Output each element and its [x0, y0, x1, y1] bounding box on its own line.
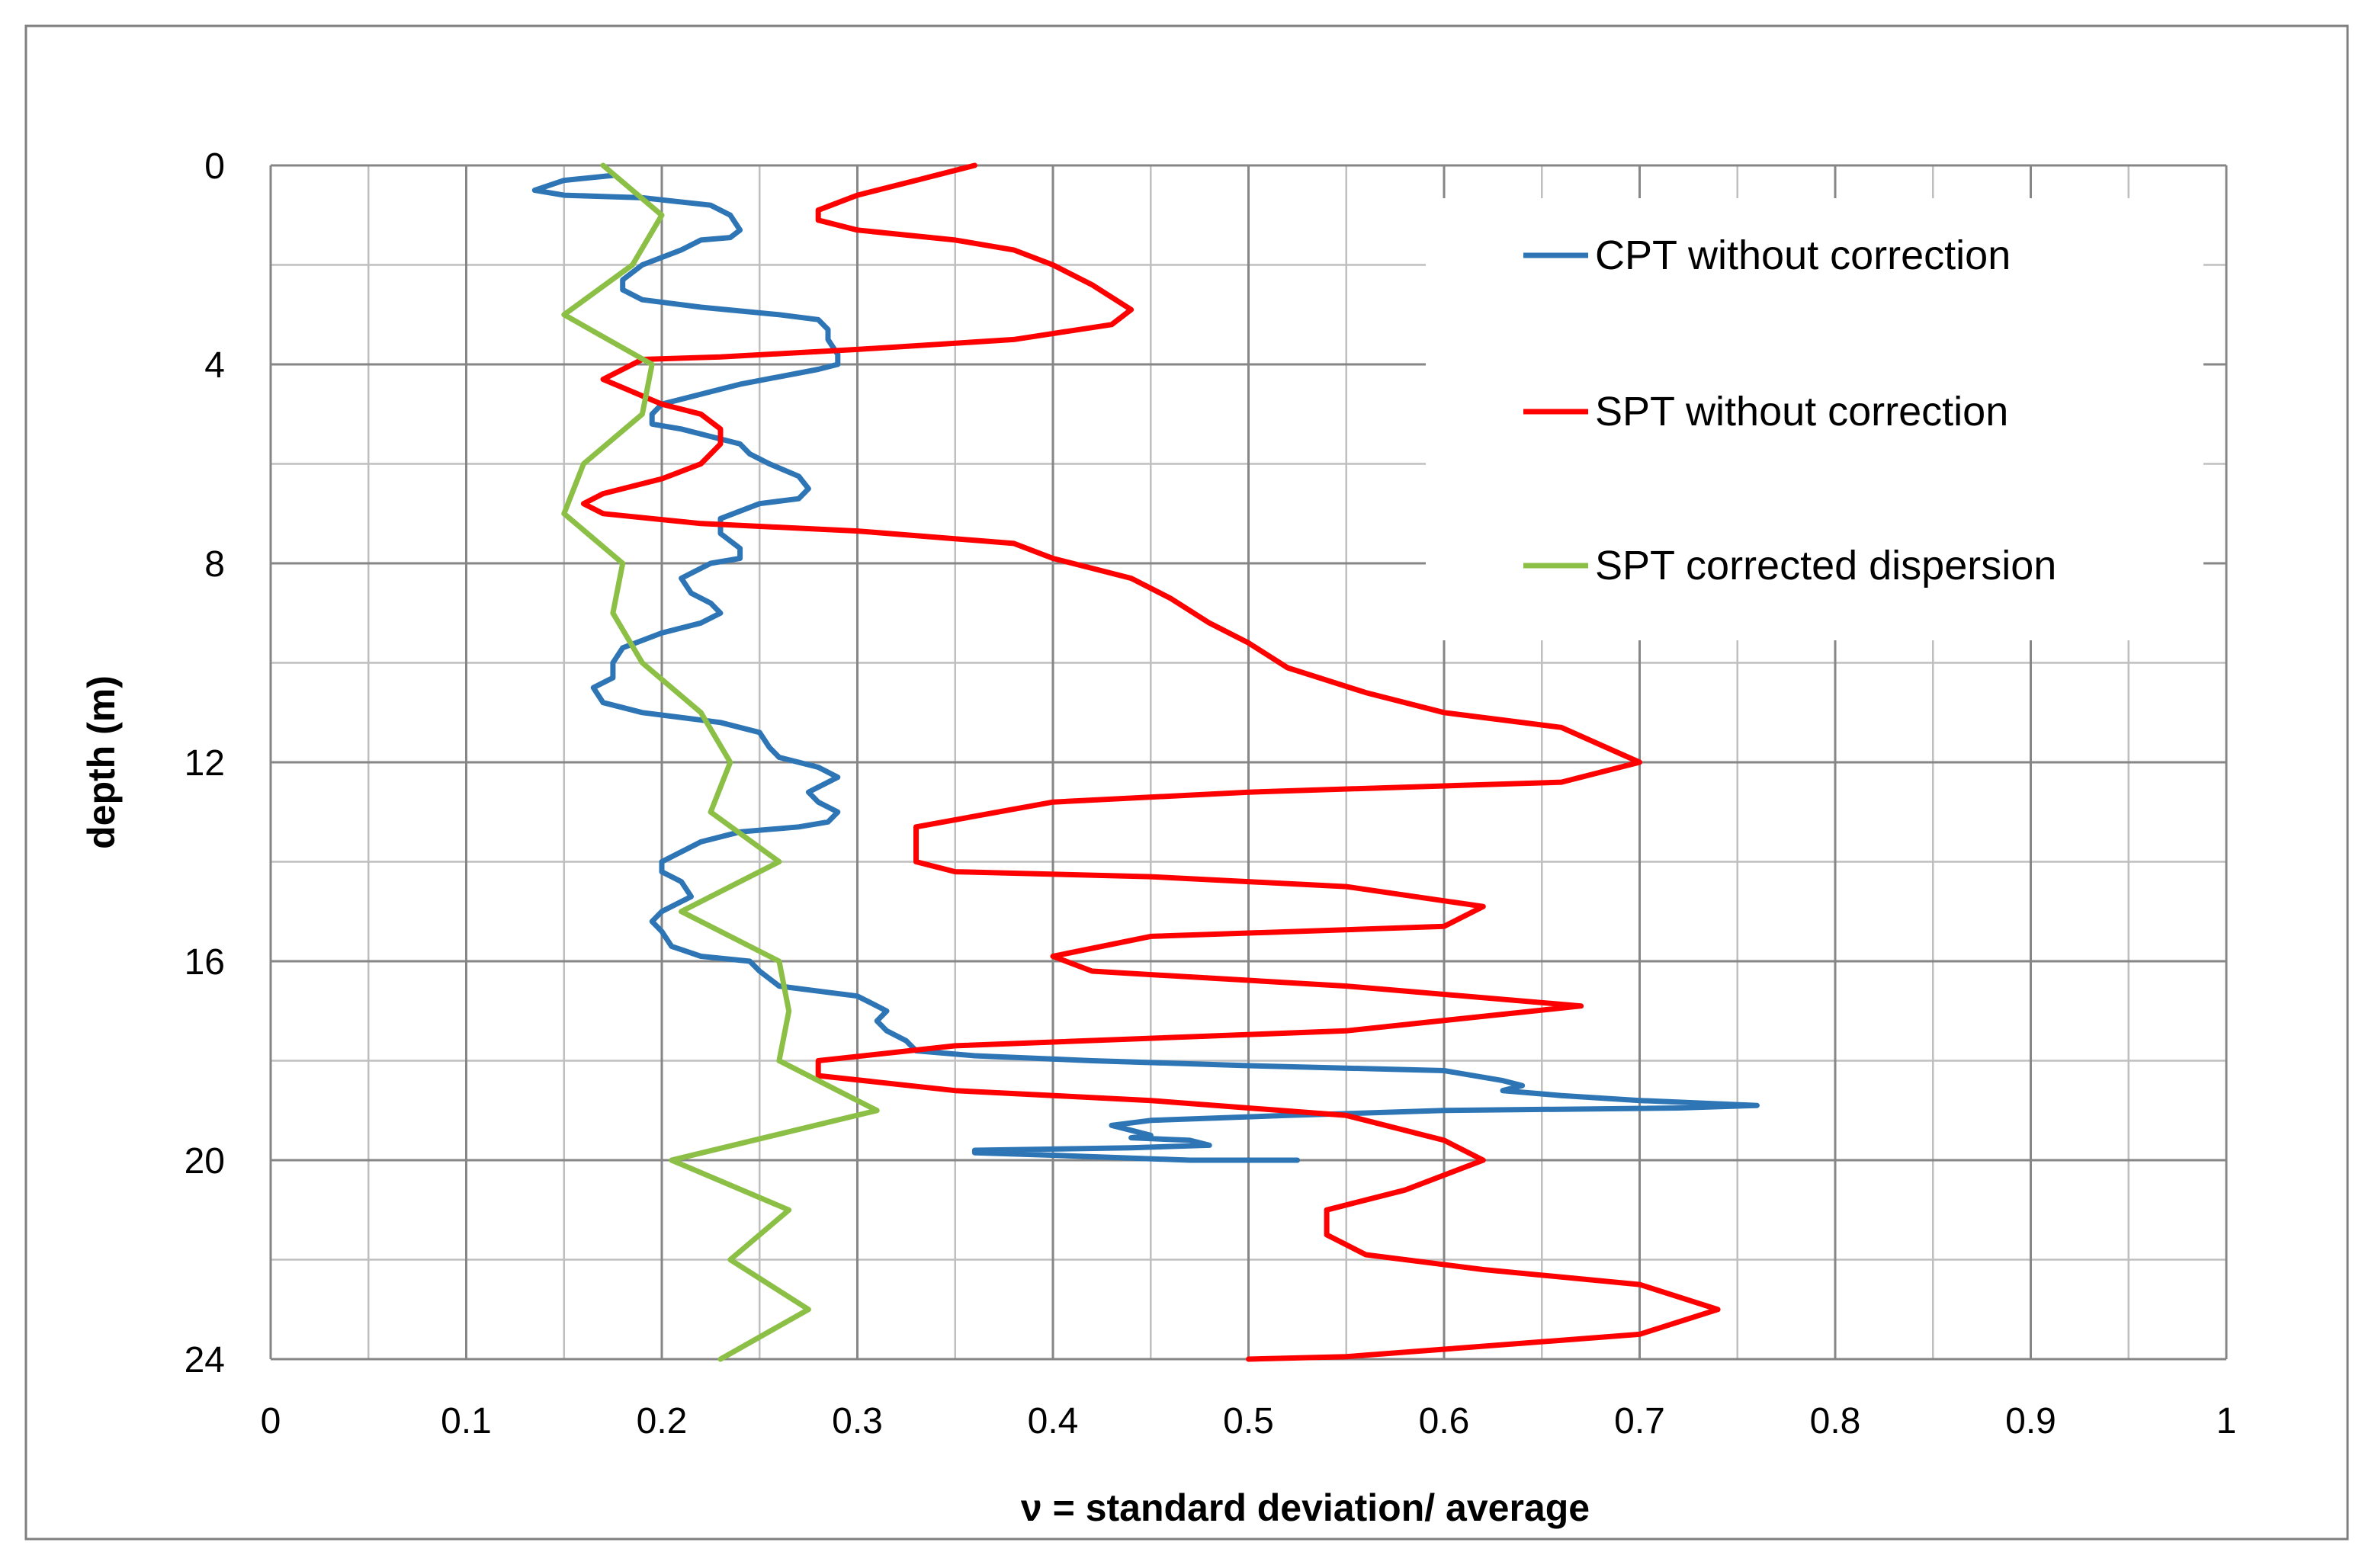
- x-tick-label: 0.4: [1028, 1401, 1079, 1441]
- x-tick-label: 0.3: [832, 1401, 883, 1441]
- x-tick-label: 0.7: [1614, 1401, 1665, 1441]
- legend-label-1: CPT without correction: [1595, 232, 2011, 278]
- legend-label-2: SPT without correction: [1595, 389, 2008, 434]
- x-tick-label: 0.9: [2005, 1401, 2056, 1441]
- x-tick-label: 0.6: [1419, 1401, 1470, 1441]
- y-tick-label: 12: [185, 743, 225, 784]
- y-tick-label: 0: [204, 146, 225, 187]
- x-axis-title: ν = standard deviation/ average: [1021, 1486, 1590, 1529]
- series-lines: [531, 162, 1760, 1362]
- x-tick-label: 0.8: [1810, 1401, 1861, 1441]
- y-tick-label: 16: [185, 942, 225, 983]
- y-tick-label: 8: [204, 544, 225, 585]
- y-tick-label: 20: [185, 1141, 225, 1182]
- y-tick-labels: 0 4 8 12 16 20 24: [185, 146, 225, 1380]
- x-tick-label: 1: [2216, 1401, 2237, 1441]
- x-tick-label: 0.5: [1223, 1401, 1274, 1441]
- series-line-2: [580, 162, 1721, 1362]
- x-tick-label: 0.1: [441, 1401, 492, 1441]
- y-tick-label: 4: [204, 345, 225, 386]
- x-tick-label: 0: [261, 1401, 281, 1441]
- legend-label-3: SPT corrected dispersion: [1595, 543, 2056, 588]
- x-tick-labels: 0 0.1 0.2 0.3 0.4 0.5 0.6 0.7 0.8 0.9 1: [261, 1401, 2237, 1441]
- series-line-1: [531, 172, 1760, 1163]
- legend-items: CPT without correction SPT without correc…: [1523, 232, 2056, 588]
- y-tick-label: 24: [185, 1340, 225, 1380]
- series-line-3: [561, 162, 880, 1362]
- x-tick-label: 0.2: [637, 1401, 688, 1441]
- y-axis-title: depth (m): [80, 675, 123, 849]
